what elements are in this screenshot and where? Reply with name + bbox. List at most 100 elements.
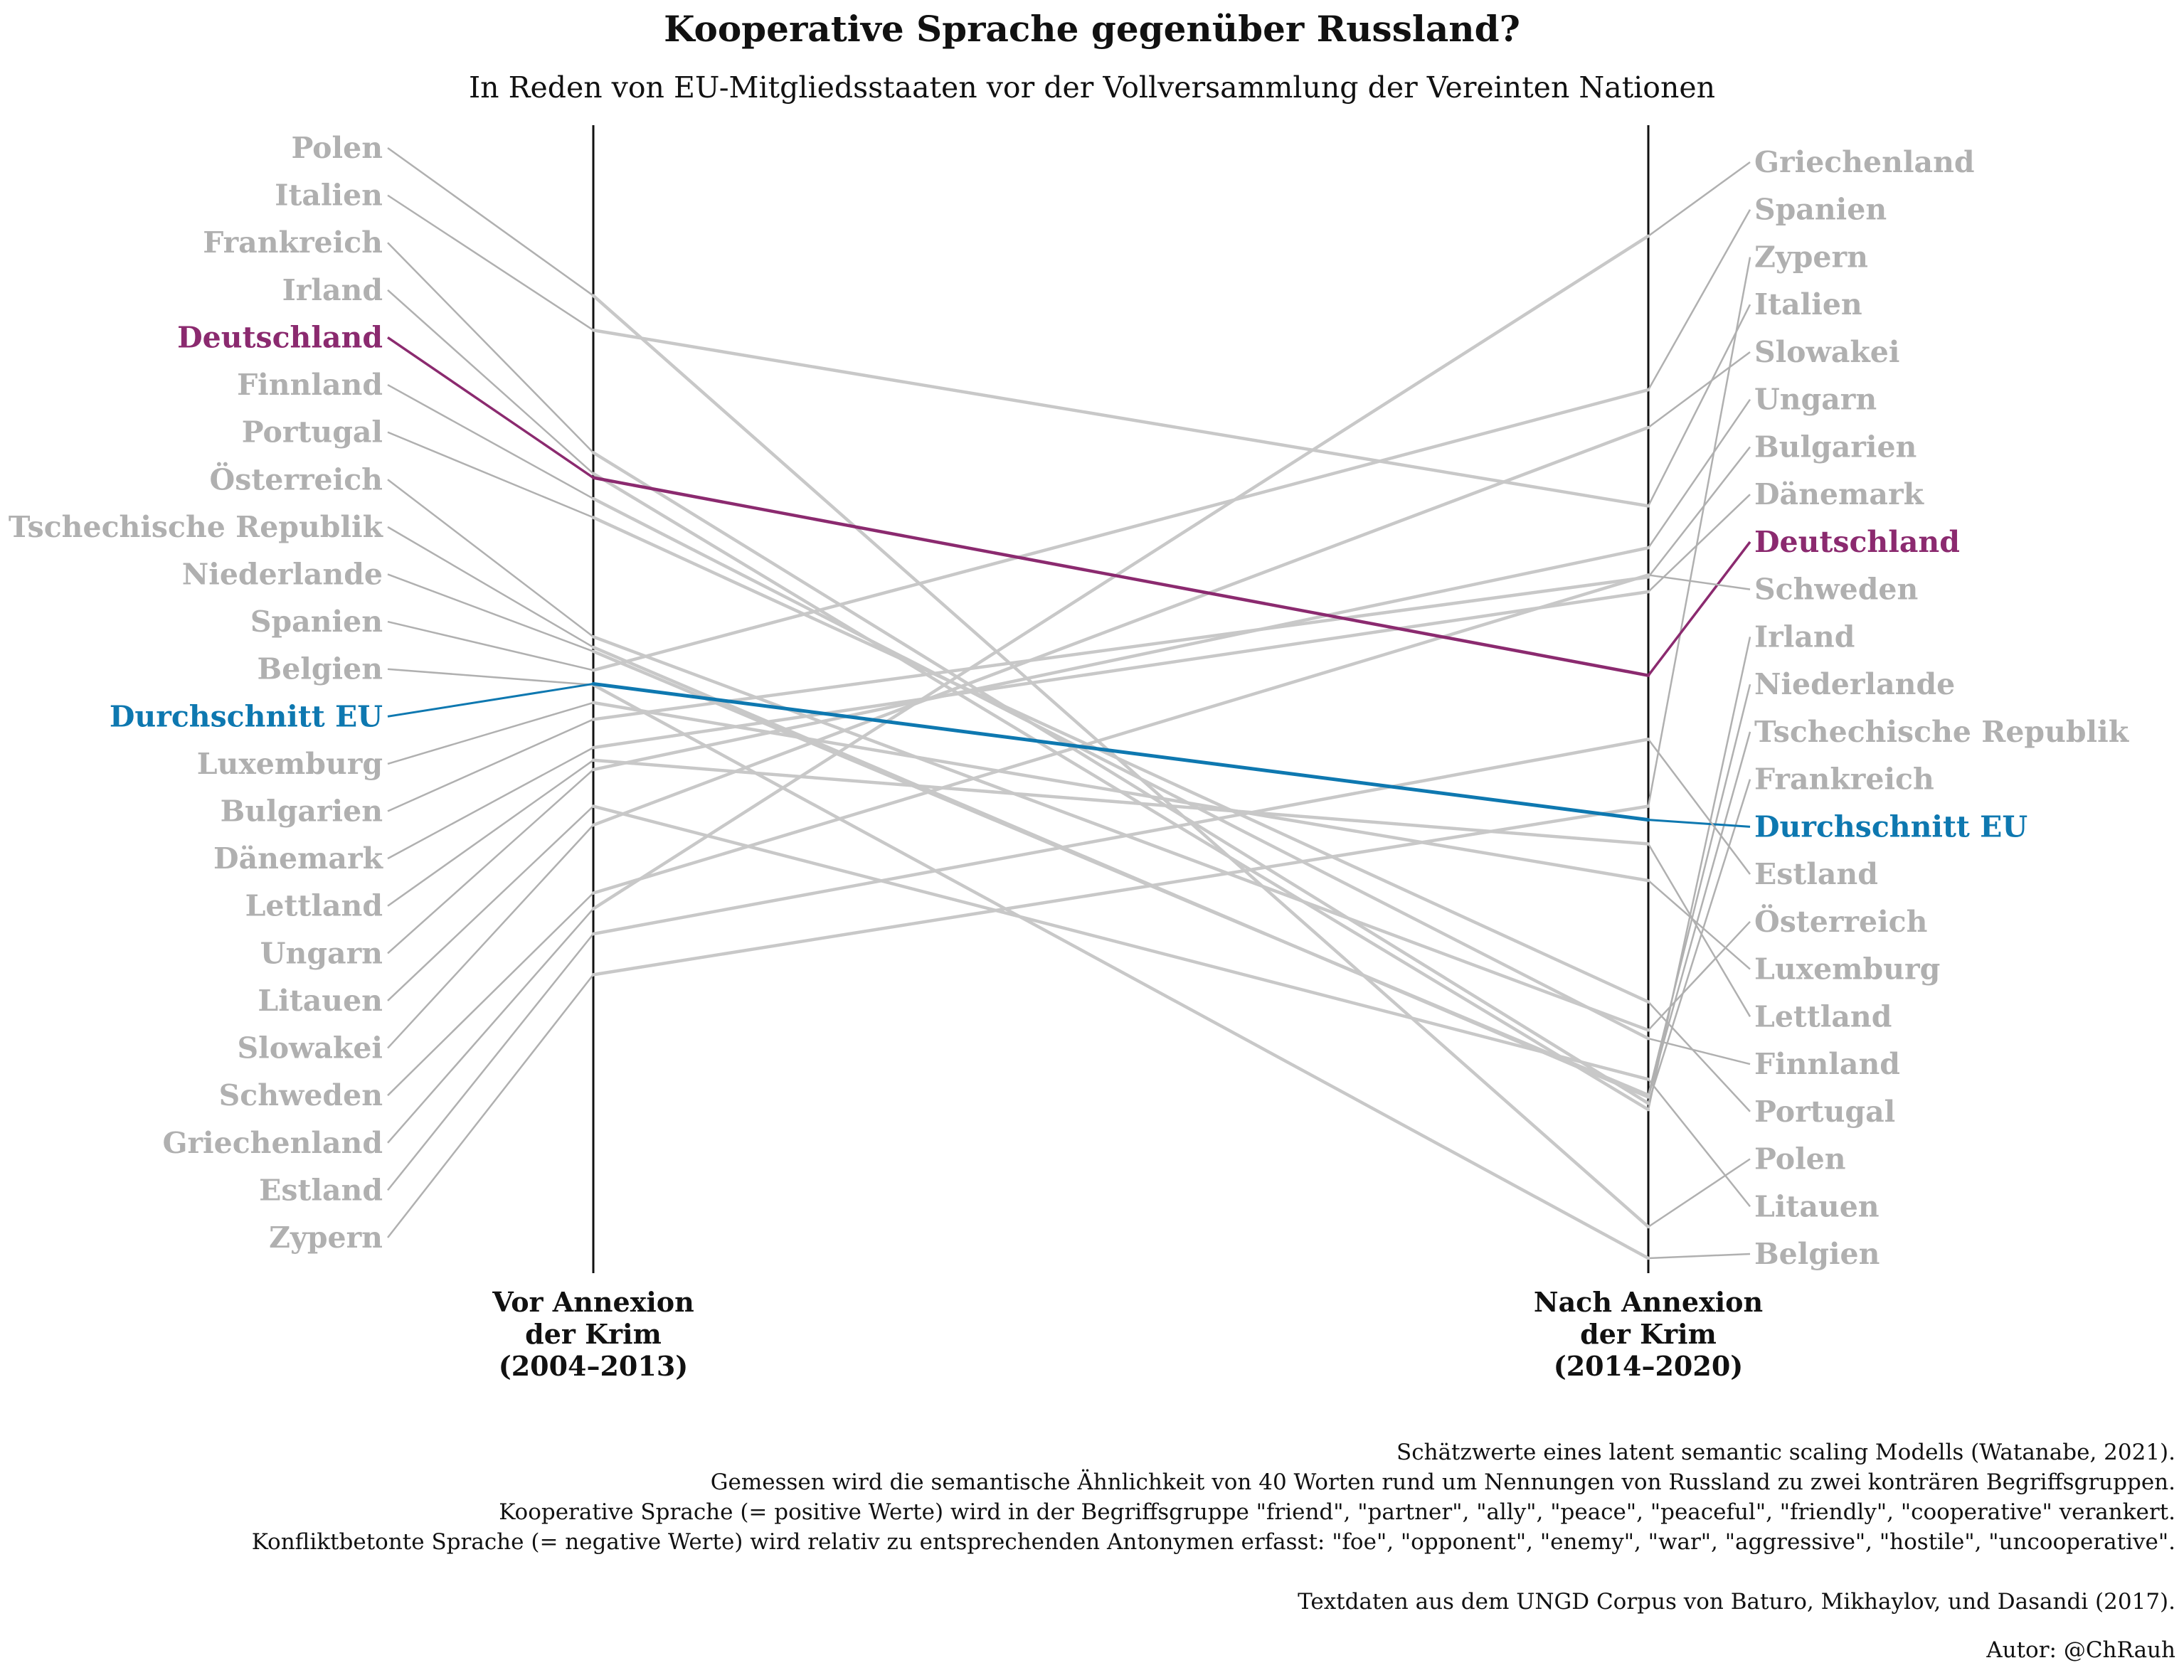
footnote-2: Gemessen wird die semantische Ähnlichkei… (711, 1468, 2175, 1495)
connector-lines (387, 147, 1751, 1260)
footnote-4: Konfliktbetonte Sprache (= negative Wert… (252, 1529, 2175, 1555)
right-label-zypern: Zypern (1754, 240, 1868, 274)
series-line-portugal (591, 516, 1650, 1004)
left-connector-niederlande (387, 573, 594, 652)
left-connector-frankreich (387, 242, 594, 454)
left-label-bulgarien: Bulgarien (221, 794, 383, 829)
series-line-schweden (591, 573, 1650, 895)
right-connector-deutschland (1647, 541, 1751, 676)
left-connector-oesterreich (387, 479, 594, 638)
left-label-zypern: Zypern (269, 1221, 383, 1255)
series-line-italien (591, 328, 1650, 508)
left-label-daenemark: Dänemark (213, 841, 384, 876)
right-label-belgien: Belgien (1754, 1237, 1880, 1271)
series-lines (591, 234, 1650, 1260)
series-line-spanien (591, 388, 1650, 672)
left-label-irland: Irland (282, 273, 383, 307)
right-connector-finnland (1648, 1037, 1751, 1065)
right-connector-daenemark (1648, 494, 1751, 592)
right-label-bulgarien: Bulgarien (1754, 430, 1917, 464)
right-label-irland: Irland (1754, 620, 1855, 654)
series-line-frankreich (591, 451, 1650, 1105)
left-label-deutschland: Deutschland (177, 320, 383, 354)
series-line-bulgarien (591, 575, 1650, 721)
right-axis-label-line-3: (2014–2020) (1554, 1350, 1743, 1382)
left-label-oesterreich: Österreich (210, 462, 383, 496)
right-label-durchschnitt-eu: Durchschnitt EU (1754, 809, 2027, 844)
left-label-estland: Estland (259, 1173, 383, 1207)
right-label-luxemburg: Luxemburg (1754, 952, 1940, 987)
left-connector-ungarn (387, 769, 594, 955)
left-label-slowakei: Slowakei (238, 1031, 383, 1065)
right-connector-schweden (1648, 574, 1751, 590)
right-label-litauen: Litauen (1754, 1189, 1880, 1223)
left-label-tschechische-republik: Tschechische Republik (9, 510, 384, 544)
left-label-niederlande: Niederlande (182, 557, 383, 591)
series-line-niederlande (591, 649, 1650, 1097)
left-connector-zypern (387, 974, 594, 1238)
series-line-deutschland (591, 476, 1650, 677)
series-line-daenemark (591, 590, 1650, 750)
country-labels: Polen Italien Frankreich Irland Deutschland F… (9, 131, 2130, 1271)
right-label-griechenland: Griechenland (1754, 145, 1975, 179)
left-label-litauen: Litauen (258, 984, 383, 1018)
right-label-daenemark: Dänemark (1754, 477, 1925, 511)
left-label-portugal: Portugal (242, 415, 383, 450)
series-line-zypern (591, 804, 1650, 977)
left-connector-durchschnitt-eu (387, 682, 594, 718)
right-label-slowakei: Slowakei (1754, 335, 1899, 369)
right-label-niederlande: Niederlande (1754, 667, 1955, 701)
left-label-italien: Italien (275, 179, 383, 213)
left-label-spanien: Spanien (250, 605, 383, 639)
right-connector-spanien (1647, 209, 1751, 390)
left-connector-polen (387, 147, 594, 297)
right-label-finnland: Finnland (1754, 1047, 1900, 1081)
right-connector-polen (1648, 1158, 1751, 1228)
left-connector-bulgarien (387, 718, 594, 812)
left-connector-irland (387, 289, 594, 474)
right-label-estland: Estland (1754, 857, 1878, 891)
left-connector-portugal (387, 431, 594, 519)
right-connector-griechenland (1648, 161, 1751, 237)
left-connector-finnland (387, 383, 594, 500)
right-label-lettland: Lettland (1754, 999, 1892, 1033)
left-connector-italien (387, 194, 594, 331)
left-label-belgien: Belgien (258, 652, 383, 686)
chart-title: Kooperative Sprache gegenüber Russland? (664, 8, 1520, 50)
series-line-belgien (591, 683, 1650, 1260)
left-connector-slowakei (387, 824, 594, 1049)
right-label-frankreich: Frankreich (1754, 762, 1934, 797)
footnotes: Schätzwerte eines latent semantic scalin… (252, 1440, 2175, 1663)
left-axis-label-line-2: der Krim (525, 1318, 662, 1350)
left-label-ungarn: Ungarn (260, 936, 383, 970)
left-connector-spanien (387, 620, 594, 671)
footnote-3: Kooperative Sprache (= positive Werte) w… (499, 1499, 2175, 1525)
series-line-oesterreich (591, 634, 1650, 1032)
right-label-portugal: Portugal (1754, 1095, 1895, 1129)
right-label-oesterreich: Österreich (1754, 904, 1927, 939)
left-label-griechenland: Griechenland (162, 1126, 383, 1160)
left-connector-luxemburg (387, 701, 594, 765)
right-connector-oesterreich (1648, 920, 1751, 1031)
right-label-polen: Polen (1754, 1142, 1846, 1176)
right-connector-slowakei (1648, 351, 1751, 429)
series-line-durchschnitt-eu (591, 681, 1650, 822)
right-connector-belgien (1648, 1253, 1751, 1260)
left-label-polen: Polen (291, 131, 383, 165)
left-label-schweden: Schweden (219, 1078, 383, 1112)
right-label-tschechische-republik: Tschechische Republik (1754, 715, 2130, 749)
left-label-luxemburg: Luxemburg (197, 747, 383, 781)
left-axis-label-line-3: (2004–2013) (499, 1350, 688, 1382)
right-axis-label: Nach Annexion der Krim (2014–2020) (1534, 1286, 1763, 1382)
series-line-lettland (591, 758, 1650, 846)
right-axis-label-line-1: Nach Annexion (1534, 1286, 1763, 1318)
footnote-author: Autor: @ChRauh (1986, 1637, 2175, 1663)
series-line-finnland (591, 496, 1650, 1041)
right-connector-niederlande (1647, 684, 1751, 1095)
left-connector-estland (387, 933, 594, 1191)
series-line-slowakei (591, 425, 1650, 827)
left-axis-label: Vor Annexion der Krim (2004–2013) (492, 1286, 694, 1382)
series-line-litauen (591, 804, 1650, 1081)
footnote-1: Schätzwerte eines latent semantic scalin… (1396, 1440, 2175, 1465)
left-label-frankreich: Frankreich (203, 225, 383, 260)
